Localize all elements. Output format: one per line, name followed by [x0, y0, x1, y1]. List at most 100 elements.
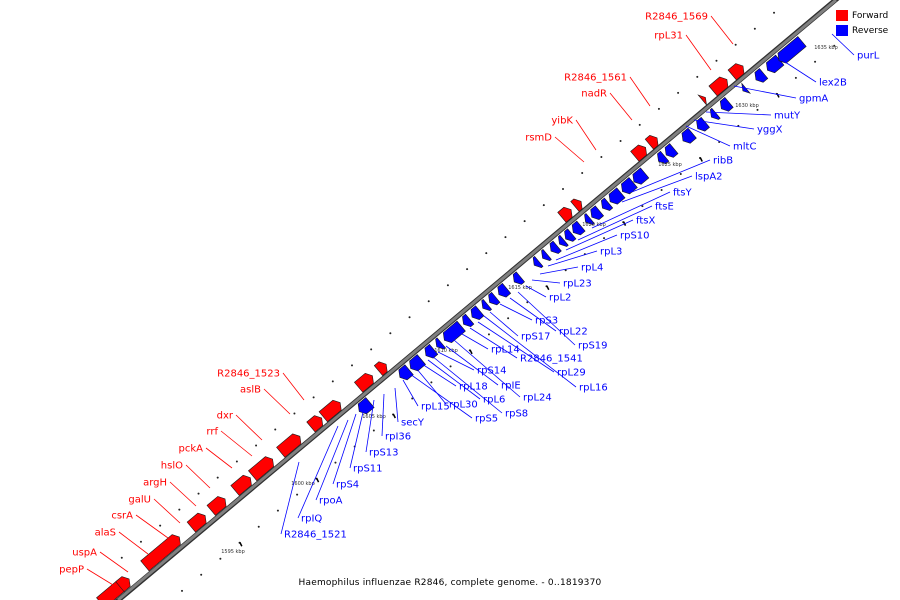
- backbone-tick: [159, 524, 162, 527]
- reverse-gene-label-rpl30: rpL30: [449, 400, 478, 411]
- reverse-gene-label-purl: purL: [857, 51, 880, 62]
- backbone-tick: [523, 220, 526, 223]
- reverse-gene-label-rps3: rpS3: [535, 316, 558, 327]
- reverse-gene-feature: [512, 271, 525, 285]
- scale-label: 1600 kbp: [291, 481, 315, 487]
- reverse-gene-label-rps8: rpS8: [505, 409, 528, 420]
- forward-gene-feature: [708, 76, 729, 97]
- reverse-gene-leader-rpl29: [477, 321, 555, 373]
- backbone-tick: [466, 268, 469, 271]
- forward-gene-leader-hslo: [185, 464, 211, 489]
- reverse-gene-label-ftsy: ftsY: [673, 188, 692, 199]
- forward-gene-leader-yibk: [575, 119, 597, 151]
- forward-gene-leader-uspa: [99, 551, 129, 573]
- genome-caption: Haemophilus influenzae R2846, complete g…: [298, 578, 602, 588]
- reverse-gene-feature: [766, 54, 785, 74]
- legend: Forward Reverse: [836, 8, 900, 38]
- backbone-tick: [581, 172, 584, 175]
- forward-gene-feature: [306, 415, 324, 433]
- reverse-gene-leader-yggx: [693, 119, 755, 130]
- reverse-gene-feature: [754, 68, 769, 83]
- backbone-tick: [487, 333, 490, 336]
- reverse-gene-feature: [409, 354, 426, 372]
- reverse-gene-leader-rpoa: [315, 419, 349, 501]
- backbone-tick: [753, 27, 756, 30]
- reverse-gene-feature: [462, 313, 475, 328]
- backbone-tick: [660, 189, 663, 192]
- forward-gene-leader-pcka: [205, 447, 233, 469]
- reverse-gene-leader-ftsx: [565, 219, 634, 251]
- reverse-gene-leader-r2846-1541: [469, 327, 518, 359]
- reverse-gene-label-rpl6: rpL6: [483, 395, 505, 406]
- forward-gene-feature: [276, 433, 302, 458]
- backbone-tick: [219, 557, 222, 560]
- reverse-gene-leader-rpie: [445, 345, 499, 386]
- backbone-major-tick: [315, 477, 320, 483]
- forward-gene-label-pcka: pckA: [179, 444, 204, 455]
- reverse-gene-leader-rpiq: [297, 425, 339, 519]
- reverse-gene-leader-rpl16: [483, 315, 577, 388]
- reverse-gene-label-muty: mutY: [774, 111, 801, 122]
- reverse-gene-label-rpl29: rpL29: [557, 368, 586, 379]
- forward-gene-leader-dxr: [235, 414, 263, 441]
- backbone-tick: [178, 508, 181, 511]
- forward-gene-label-pepp: pepP: [59, 565, 84, 576]
- forward-gene-feature: [697, 94, 707, 106]
- reverse-gene-feature: [632, 167, 650, 185]
- forward-gene-label-hslo: hslO: [161, 461, 183, 472]
- backbone-tick: [389, 332, 392, 335]
- reverse-gene-label-rpl2: rpL2: [549, 293, 571, 304]
- forward-gene-label-r2846-1523: R2846_1523: [217, 369, 280, 380]
- backbone-major-tick: [546, 285, 550, 291]
- reverse-gene-label-ftsx: ftsX: [636, 216, 655, 227]
- reverse-gene-leader-rps19: [517, 291, 576, 346]
- forward-gene-leader-nadr: [609, 92, 633, 121]
- reverse-gene-label-rps10: rpS10: [620, 231, 650, 242]
- reverse-gene-label-gpma: gpmA: [799, 94, 828, 105]
- backbone-tick: [446, 284, 449, 287]
- backbone-tick: [257, 525, 260, 528]
- backbone-tick: [139, 540, 142, 543]
- backbone-tick: [350, 364, 353, 367]
- scale-label: 1610 kbp: [434, 348, 458, 354]
- forward-gene-label-alas: alaS: [95, 528, 116, 539]
- reverse-gene-label-rps14: rpS14: [477, 366, 507, 377]
- backbone-line: [117, 0, 837, 600]
- reverse-gene-label-r2846-1521: R2846_1521: [284, 530, 347, 541]
- forward-gene-feature: [727, 63, 745, 81]
- reverse-gene-feature: [681, 127, 697, 144]
- forward-gene-feature: [248, 456, 274, 482]
- forward-gene-label-aslb: aslB: [240, 385, 261, 396]
- scale-label: 1635 kbp: [814, 45, 838, 51]
- reverse-gene-label-lspa2: lspA2: [695, 172, 723, 183]
- forward-gene-label-dxr: dxr: [217, 411, 234, 422]
- reverse-gene-leader-ftse: [577, 205, 653, 241]
- scale-label: 1620 kbp: [582, 222, 606, 228]
- reverse-gene-leader-rpl4: [539, 266, 579, 275]
- reverse-gene-leader-rps3: [499, 303, 533, 321]
- reverse-gene-feature: [564, 228, 577, 242]
- reverse-gene-label-rpl15: rpL15: [421, 402, 450, 413]
- reverse-gene-feature: [442, 320, 466, 344]
- backbone-tick: [408, 316, 411, 319]
- legend-item-reverse: Reverse: [836, 23, 900, 38]
- reverse-gene-label-rps13: rpS13: [369, 448, 399, 459]
- backbone-tick: [657, 107, 660, 110]
- backbone-tick: [334, 461, 337, 464]
- reverse-gene-leader-mltc: [685, 125, 731, 147]
- reverse-gene-leader-gpma: [733, 85, 797, 99]
- legend-label-forward: Forward: [852, 10, 889, 21]
- reverse-gene-feature: [608, 187, 626, 205]
- backbone-tick: [235, 460, 238, 463]
- legend-label-reverse: Reverse: [852, 25, 889, 36]
- reverse-gene-leader-rps10: [555, 234, 618, 261]
- scale-label: 1595 kbp: [221, 549, 245, 555]
- reverse-gene-label-rpl18: rpL18: [459, 382, 488, 393]
- backbone-tick: [181, 589, 184, 592]
- reverse-gene-label-rpl16: rpL16: [579, 383, 608, 394]
- forward-gene-feature: [318, 399, 342, 423]
- forward-gene-label-r2846-1561: R2846_1561: [564, 73, 627, 84]
- reverse-gene-label-lex2b: lex2B: [819, 78, 847, 89]
- backbone-tick: [255, 444, 258, 447]
- forward-gene-label-uspa: uspA: [72, 548, 97, 559]
